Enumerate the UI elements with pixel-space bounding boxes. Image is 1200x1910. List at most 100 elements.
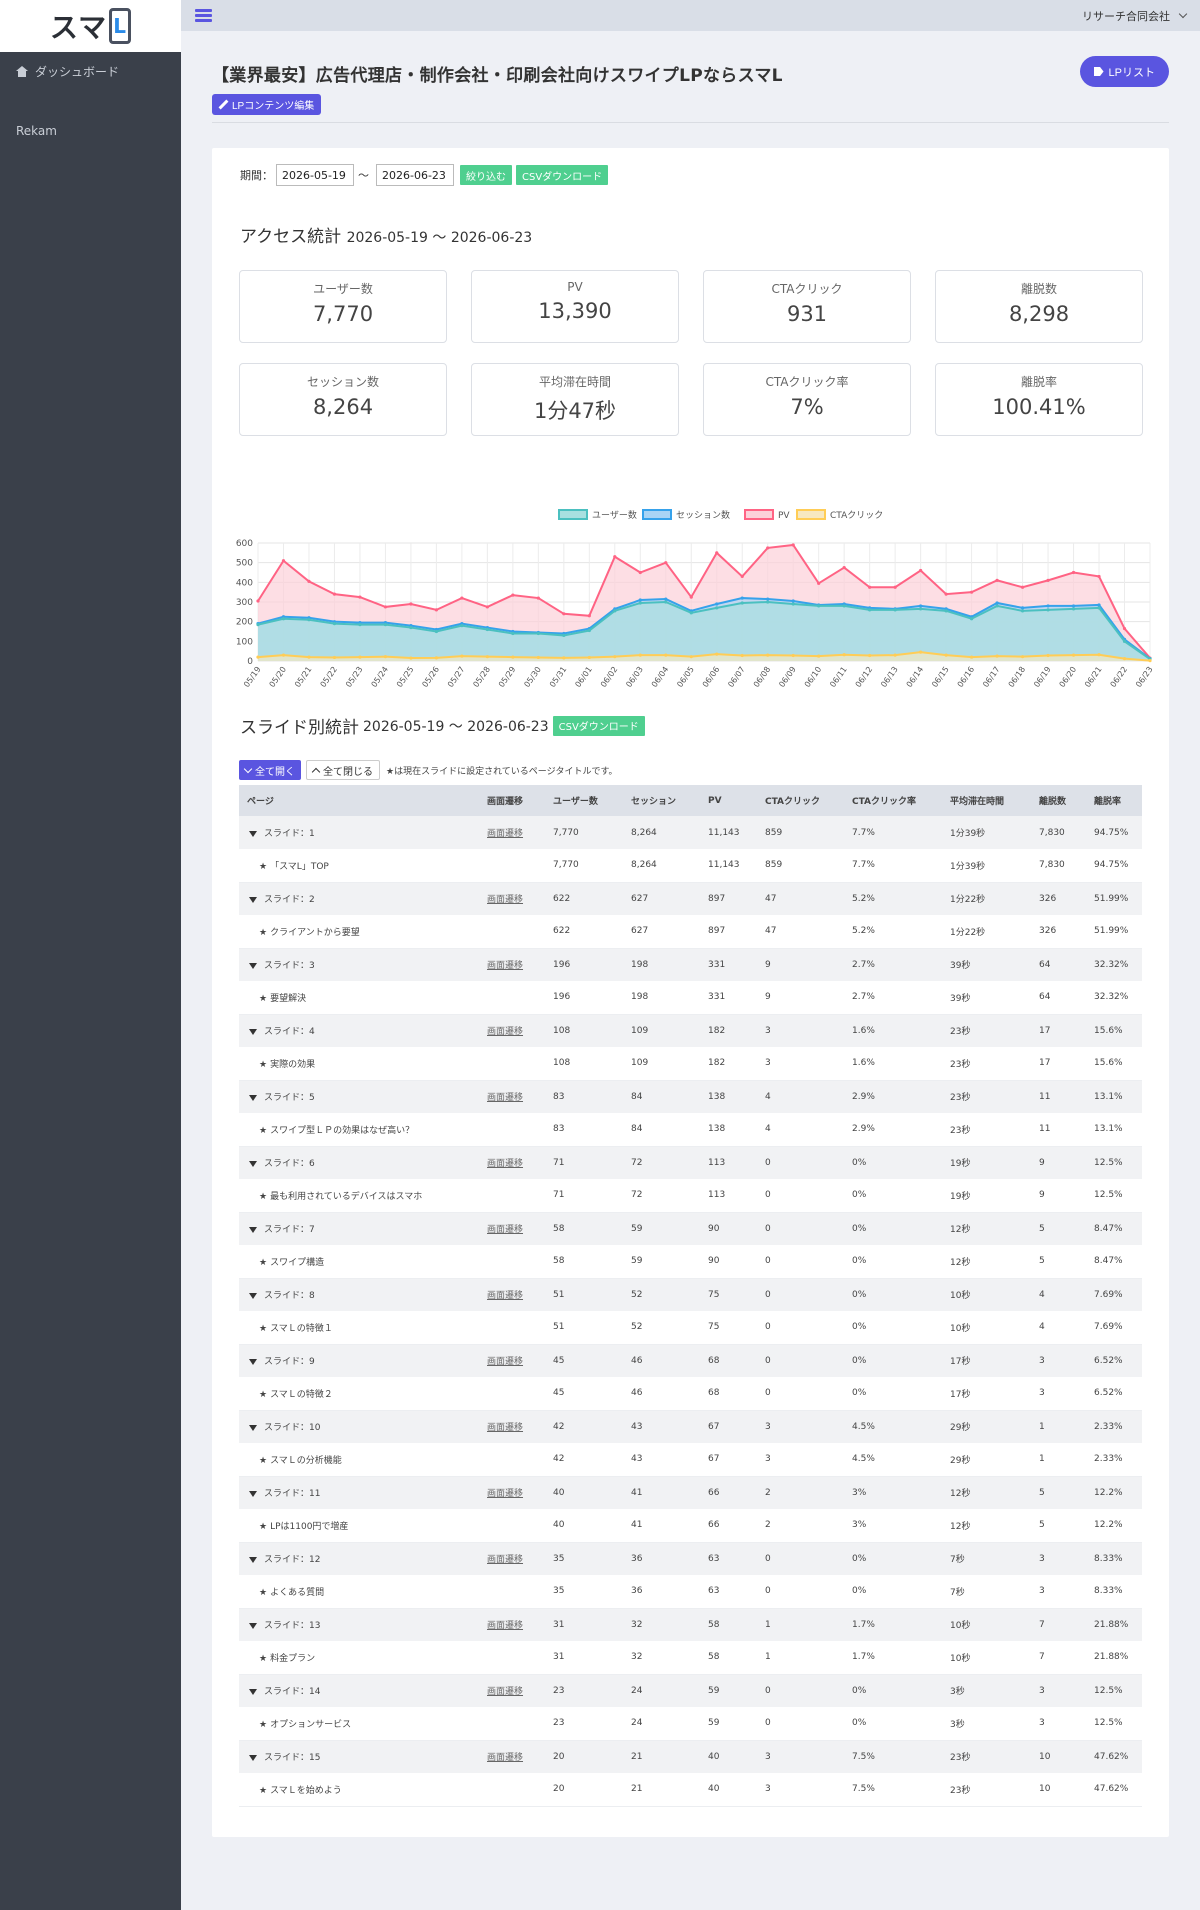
cell-slide[interactable]: スライド：6 [239,1146,479,1179]
triangle-down-icon[interactable] [249,1292,257,1299]
slide-row[interactable]: スライド：14 画面遷移 23 24 59 0 0% 3秒 3 12.5% [239,1674,1142,1707]
cell-slide[interactable]: スライド：2 [239,882,479,915]
y-tick-label: 200 [236,618,253,628]
triangle-down-icon[interactable] [249,1556,257,1563]
x-tick-label: 06/07 [726,665,747,689]
transition-link[interactable]: 画面遷移 [487,895,524,906]
transition-link[interactable]: 画面遷移 [487,961,524,972]
slide-row[interactable]: スライド：9 画面遷移 45 46 68 0 0% 17秒 3 6.52% [239,1344,1142,1377]
cell-slide[interactable]: スライド：15 [239,1740,479,1773]
data-point [740,653,744,658]
transition-link[interactable]: 画面遷移 [487,1621,524,1632]
cell-slide[interactable]: スライド：10 [239,1410,479,1443]
triangle-down-icon[interactable] [249,1490,257,1497]
csv-download-button[interactable]: CSVダウンロード [516,165,609,185]
cell-sessions: 43 [623,1410,700,1443]
period-label: 期間： [240,169,273,182]
data-point [944,653,948,657]
cell-slide[interactable]: スライド：1 [239,816,479,849]
filter-apply-button[interactable]: 絞り込む [460,165,512,185]
slide-row[interactable]: スライド：5 画面遷移 83 84 138 4 2.9% 23秒 11 13.1% [239,1080,1142,1113]
y-tick-label: 600 [236,539,253,549]
cell-avg-time: 1分39秒 [942,816,1031,849]
sidebar-item-dashboard[interactable]: ダッシュボード [0,52,181,90]
transition-link[interactable]: 画面遷移 [487,1555,524,1566]
cell-sessions: 8,264 [623,849,700,883]
triangle-down-icon[interactable] [249,1160,257,1167]
triangle-down-icon[interactable] [249,1226,257,1233]
slide-row[interactable]: スライド：8 画面遷移 51 52 75 0 0% 10秒 4 7.69% [239,1278,1142,1311]
transition-link[interactable]: 画面遷移 [487,1093,524,1104]
triangle-down-icon[interactable] [249,1358,257,1365]
logo[interactable]: スマ L [0,0,181,52]
transition-link[interactable]: 画面遷移 [487,1291,524,1302]
cell-pv: 897 [700,915,757,949]
cell-slide[interactable]: スライド：11 [239,1476,479,1509]
slide-label: スライド：12 [264,1555,321,1566]
transition-link[interactable]: 画面遷移 [487,1027,524,1038]
triangle-down-icon[interactable] [249,1094,257,1101]
slide-csv-download-button[interactable]: CSVダウンロード [552,715,645,736]
slide-row[interactable]: スライド：4 画面遷移 108 109 182 3 1.6% 23秒 17 15.6% [239,1014,1142,1047]
cell-slide[interactable]: スライド：9 [239,1344,479,1377]
transition-link[interactable]: 画面遷移 [487,1489,524,1500]
lp-list-button[interactable]: LPリスト [1079,56,1169,87]
triangle-down-icon[interactable] [249,896,257,903]
expand-all-button[interactable]: 全て開く [239,760,301,780]
date-to-input[interactable] [376,164,454,186]
cell-cta-rate: 4.5% [844,1410,942,1443]
slide-row[interactable]: スライド：1 画面遷移 7,770 8,264 11,143 859 7.7% 1分39秒 7,… [239,816,1142,849]
data-point [434,608,438,612]
triangle-down-icon[interactable] [249,1688,257,1695]
edit-lp-content-button[interactable]: LPコンテンツ編集 [212,94,322,115]
cell-cta-rate: 0% [844,1212,942,1245]
cell-users: 20 [545,1773,623,1807]
slide-row[interactable]: スライド：13 画面遷移 31 32 58 1 1.7% 10秒 7 21.88% [239,1608,1142,1641]
data-point [511,655,515,659]
collapse-all-button[interactable]: 全て閉じる [306,760,380,780]
cell-slide[interactable]: スライド：3 [239,948,479,981]
slide-row[interactable]: スライド：12 画面遷移 35 36 63 0 0% 7秒 3 8.33% [239,1542,1142,1575]
triangle-down-icon[interactable] [249,830,257,837]
cell-slide[interactable]: スライド：14 [239,1674,479,1707]
transition-link[interactable]: 画面遷移 [487,1225,524,1236]
sidebar-item-rekam[interactable]: Rekam [0,116,181,146]
transition-link[interactable]: 画面遷移 [487,1159,524,1170]
cell-slide[interactable]: スライド：5 [239,1080,479,1113]
slide-row[interactable]: スライド：10 画面遷移 42 43 67 3 4.5% 29秒 1 2.33% [239,1410,1142,1443]
triangle-down-icon[interactable] [249,1754,257,1761]
cell-slide[interactable]: スライド：13 [239,1608,479,1641]
cell-slide[interactable]: スライド：7 [239,1212,479,1245]
cell-exits: 3 [1031,1575,1086,1609]
cell-slide[interactable]: スライド：4 [239,1014,479,1047]
cell-transition-empty [479,1641,545,1675]
transition-link[interactable]: 画面遷移 [487,1687,524,1698]
transition-link[interactable]: 画面遷移 [487,1423,524,1434]
cell-cta-rate: 2.9% [844,1113,942,1147]
col-cta-rate: CTAクリック率 [844,785,942,816]
transition-link[interactable]: 画面遷移 [487,1753,524,1764]
x-tick-label: 05/31 [548,665,569,689]
transition-link[interactable]: 画面遷移 [487,1357,524,1368]
date-from-input[interactable] [276,164,354,186]
cell-slide[interactable]: スライド：12 [239,1542,479,1575]
transition-link[interactable]: 画面遷移 [487,829,524,839]
data-point [1071,607,1076,611]
y-tick-label: 400 [236,578,253,588]
triangle-down-icon[interactable] [249,1028,257,1035]
slide-row[interactable]: スライド：2 画面遷移 622 627 897 47 5.2% 1分22秒 326 51.99% [239,882,1142,915]
company-dropdown[interactable]: リサーチ合同会社 [1082,8,1188,24]
slide-row[interactable]: スライド：15 画面遷移 20 21 40 3 7.5% 23秒 10 47.62% [239,1740,1142,1773]
cell-transition-empty [479,1113,545,1147]
cell-slide[interactable]: スライド：8 [239,1278,479,1311]
hamburger-menu-icon[interactable] [195,9,212,22]
slide-row[interactable]: スライド：3 画面遷移 196 198 331 9 2.7% 39秒 64 32.32% [239,948,1142,981]
triangle-down-icon[interactable] [249,962,257,969]
cell-cta: 47 [757,915,844,949]
slide-row[interactable]: スライド：7 画面遷移 58 59 90 0 0% 12秒 5 8.47% [239,1212,1142,1245]
slide-row[interactable]: スライド：11 画面遷移 40 41 66 2 3% 12秒 5 12.2% [239,1476,1142,1509]
triangle-down-icon[interactable] [249,1424,257,1431]
triangle-down-icon[interactable] [249,1622,257,1629]
slide-row[interactable]: スライド：6 画面遷移 71 72 113 0 0% 19秒 9 12.5% [239,1146,1142,1179]
cell-cta-rate: 7.5% [844,1773,942,1807]
